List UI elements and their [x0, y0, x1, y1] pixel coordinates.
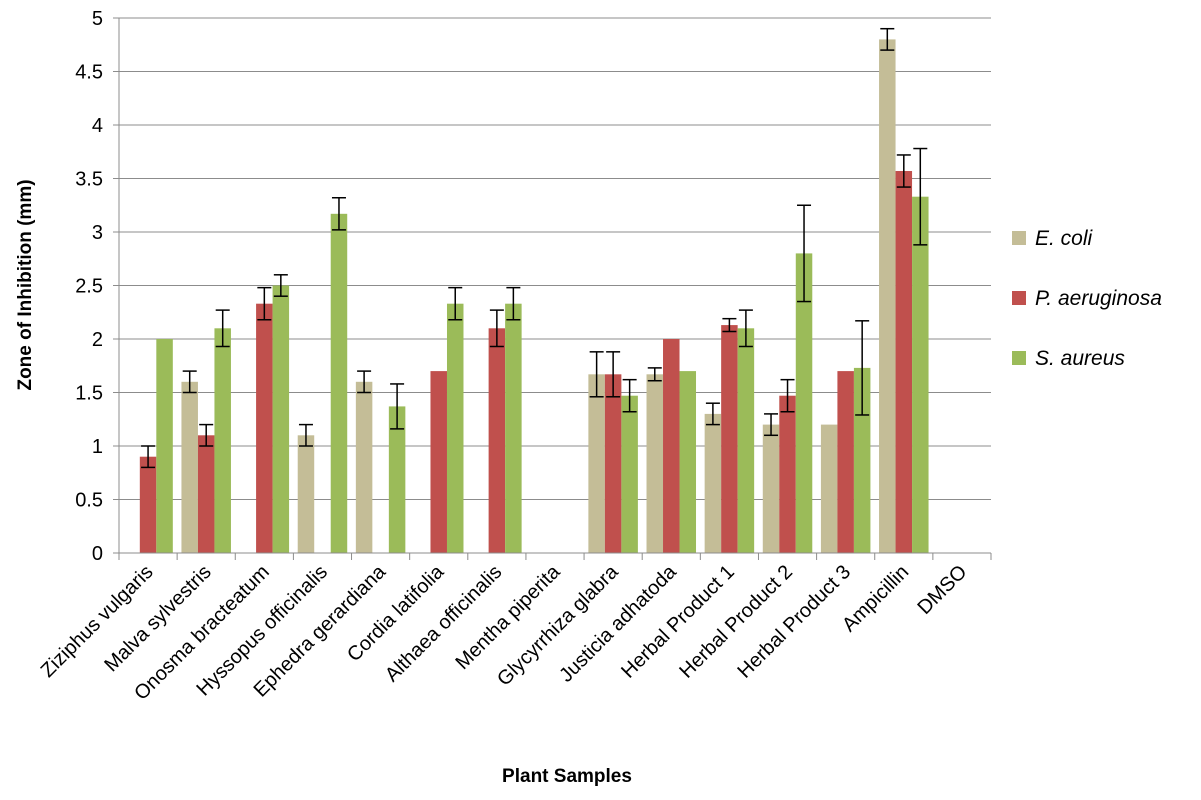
legend-swatch	[1012, 351, 1026, 365]
bar	[388, 406, 406, 553]
y-tick-label: 2	[92, 329, 103, 351]
legend-swatch	[1012, 291, 1026, 305]
bar	[505, 303, 522, 553]
y-tick-labels: 0 0.5 1 1.5 2 2.5 3 3.5 4 4.5 5	[75, 8, 103, 565]
bar	[604, 374, 622, 553]
bar	[663, 339, 680, 553]
y-tick-label: 1.5	[75, 383, 103, 405]
x-tick-label: Mentha piperita	[451, 560, 565, 674]
y-tick-label: 4.5	[75, 62, 103, 84]
bar	[795, 253, 813, 553]
bar	[272, 285, 290, 553]
bar	[912, 196, 929, 553]
legend-label: P. aeruginosa	[1035, 287, 1162, 310]
x-axis-title: Plant Samples	[502, 766, 632, 787]
bar	[621, 395, 638, 553]
bar	[737, 328, 755, 553]
y-axis-title: Zone of Inhibition (mm)	[15, 179, 36, 390]
legend: E. coli P. aeruginosa S. aureus	[1012, 227, 1162, 370]
bars	[139, 39, 929, 553]
bar	[355, 381, 373, 553]
y-tick-label: 5	[92, 8, 103, 30]
bar	[679, 371, 697, 553]
bar	[779, 395, 796, 553]
y-tick-label: 0.5	[75, 490, 103, 512]
y-tick-label: 2.5	[75, 276, 103, 298]
bar	[853, 367, 871, 553]
y-tick-label: 3.5	[75, 169, 103, 191]
bar	[837, 371, 854, 553]
bar	[646, 374, 664, 553]
y-tick-label: 4	[92, 115, 103, 137]
bar	[181, 381, 198, 553]
y-tick-label: 1	[92, 436, 103, 458]
x-tick-label: Malva sylvestris	[100, 561, 215, 676]
bar	[139, 456, 157, 553]
y-tick-label: 3	[92, 222, 103, 244]
bar	[197, 435, 215, 553]
bar	[446, 303, 464, 553]
bar	[704, 413, 722, 553]
bar	[820, 424, 838, 553]
bar	[214, 328, 231, 553]
legend-swatch	[1012, 231, 1026, 245]
axes	[113, 17, 992, 560]
legend-label: E. coli	[1035, 227, 1094, 250]
bar	[588, 374, 605, 553]
legend-label: S. aureus	[1035, 347, 1125, 370]
bar	[721, 325, 738, 553]
x-tick-label: DMSO	[913, 561, 971, 619]
error-bars	[141, 27, 928, 469]
bar	[488, 328, 506, 553]
bar	[430, 371, 447, 553]
bar	[297, 435, 315, 553]
bar	[330, 213, 348, 553]
bar	[762, 424, 780, 553]
bar	[895, 171, 913, 553]
bar	[879, 39, 896, 553]
y-tick-label: 0	[92, 543, 103, 565]
bar	[256, 303, 273, 553]
bar	[156, 339, 173, 553]
